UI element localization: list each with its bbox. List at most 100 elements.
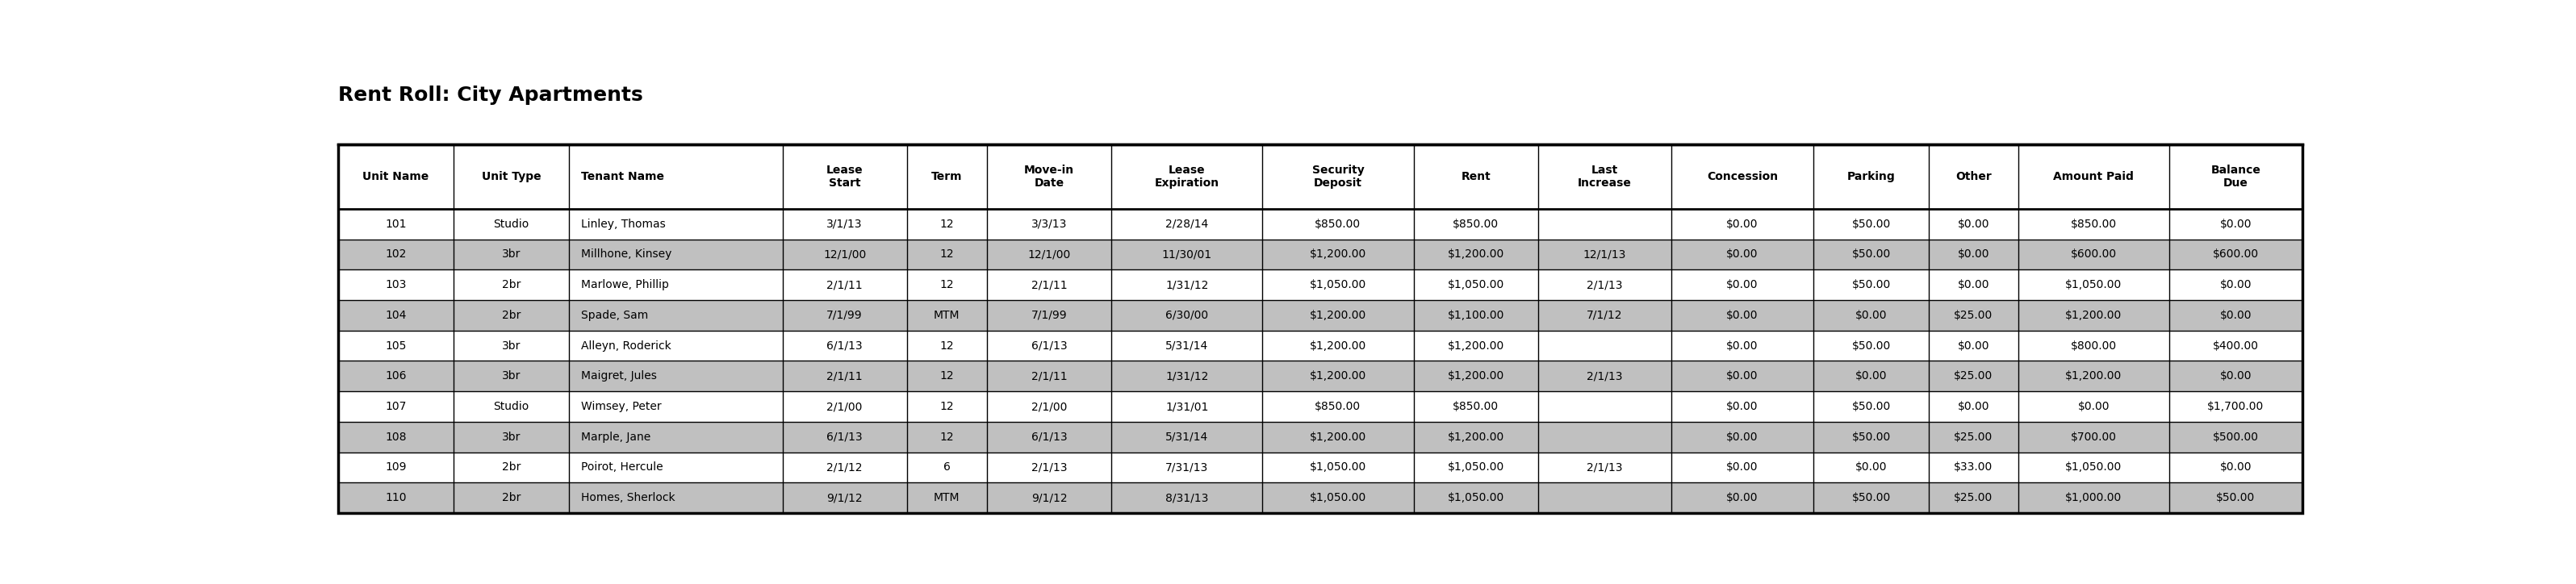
Bar xyxy=(1672,144,1814,209)
Text: 12: 12 xyxy=(940,401,953,412)
Text: $850.00: $850.00 xyxy=(1314,401,1360,412)
Text: 2br: 2br xyxy=(502,310,520,321)
Text: Lease
Start: Lease Start xyxy=(827,164,863,189)
Text: $1,200.00: $1,200.00 xyxy=(2066,370,2123,382)
Text: $0.00: $0.00 xyxy=(2221,279,2251,290)
Text: $0.00: $0.00 xyxy=(1726,462,1759,473)
Text: $0.00: $0.00 xyxy=(1958,401,1989,412)
Text: Move-in
Date: Move-in Date xyxy=(1025,164,1074,189)
Text: 5/31/14: 5/31/14 xyxy=(1164,432,1208,443)
Text: 12/1/00: 12/1/00 xyxy=(1028,249,1072,260)
Text: 6/1/13: 6/1/13 xyxy=(1030,432,1066,443)
Text: $500.00: $500.00 xyxy=(2213,432,2259,443)
Text: $1,200.00: $1,200.00 xyxy=(1309,310,1365,321)
Text: 101: 101 xyxy=(384,218,407,230)
Bar xyxy=(337,144,2303,513)
Text: $0.00: $0.00 xyxy=(1726,218,1759,230)
Text: 2/1/11: 2/1/11 xyxy=(827,370,863,382)
Bar xyxy=(337,239,2303,270)
Text: $0.00: $0.00 xyxy=(1855,310,1888,321)
Bar xyxy=(987,144,1110,209)
Text: $850.00: $850.00 xyxy=(1453,401,1499,412)
Text: $0.00: $0.00 xyxy=(2221,310,2251,321)
Text: $1,200.00: $1,200.00 xyxy=(1448,249,1504,260)
Text: $1,200.00: $1,200.00 xyxy=(1309,249,1365,260)
Text: Marple, Jane: Marple, Jane xyxy=(582,432,652,443)
Text: $0.00: $0.00 xyxy=(1726,370,1759,382)
Text: $850.00: $850.00 xyxy=(1453,218,1499,230)
Text: $0.00: $0.00 xyxy=(1855,462,1888,473)
Text: 1/31/01: 1/31/01 xyxy=(1164,401,1208,412)
Bar xyxy=(1262,144,1414,209)
Text: $0.00: $0.00 xyxy=(1726,249,1759,260)
Text: $0.00: $0.00 xyxy=(2221,370,2251,382)
Text: 102: 102 xyxy=(384,249,407,260)
Text: $850.00: $850.00 xyxy=(2071,218,2117,230)
Text: $600.00: $600.00 xyxy=(2071,249,2117,260)
Text: 7/1/12: 7/1/12 xyxy=(1587,310,1623,321)
Text: $1,050.00: $1,050.00 xyxy=(2066,279,2123,290)
Text: Marlowe, Phillip: Marlowe, Phillip xyxy=(582,279,670,290)
Text: $1,700.00: $1,700.00 xyxy=(2208,401,2264,412)
Text: 2br: 2br xyxy=(502,492,520,503)
Bar xyxy=(337,452,2303,482)
Bar xyxy=(337,270,2303,300)
Text: 2br: 2br xyxy=(502,462,520,473)
Text: Unit Name: Unit Name xyxy=(363,171,430,182)
Text: Maigret, Jules: Maigret, Jules xyxy=(582,370,657,382)
Text: Rent Roll: City Apartments: Rent Roll: City Apartments xyxy=(337,86,644,105)
Text: 6/1/13: 6/1/13 xyxy=(827,432,863,443)
Text: 3/1/13: 3/1/13 xyxy=(827,218,863,230)
Text: 2/1/11: 2/1/11 xyxy=(1030,279,1066,290)
Text: 12: 12 xyxy=(940,249,953,260)
Text: $0.00: $0.00 xyxy=(1958,218,1989,230)
Text: 2/1/11: 2/1/11 xyxy=(827,279,863,290)
Text: $50.00: $50.00 xyxy=(1852,401,1891,412)
Text: Linley, Thomas: Linley, Thomas xyxy=(582,218,665,230)
Text: Concession: Concession xyxy=(1708,171,1777,182)
Text: $0.00: $0.00 xyxy=(1726,310,1759,321)
Text: 6/1/13: 6/1/13 xyxy=(827,340,863,352)
Bar xyxy=(1538,144,1672,209)
Text: $50.00: $50.00 xyxy=(2215,492,2254,503)
Text: $850.00: $850.00 xyxy=(1314,218,1360,230)
Bar xyxy=(783,144,907,209)
Text: $0.00: $0.00 xyxy=(1958,279,1989,290)
Text: 3br: 3br xyxy=(502,432,520,443)
Text: Last
Increase: Last Increase xyxy=(1577,164,1631,189)
Text: $0.00: $0.00 xyxy=(1726,279,1759,290)
Text: 2/1/13: 2/1/13 xyxy=(1587,370,1623,382)
Text: 6/1/13: 6/1/13 xyxy=(1030,340,1066,352)
Text: $25.00: $25.00 xyxy=(1955,310,1994,321)
Text: 2/28/14: 2/28/14 xyxy=(1164,218,1208,230)
Text: 12: 12 xyxy=(940,370,953,382)
Text: Unit Type: Unit Type xyxy=(482,171,541,182)
Text: Wimsey, Peter: Wimsey, Peter xyxy=(582,401,662,412)
Text: $1,050.00: $1,050.00 xyxy=(2066,462,2123,473)
Text: $1,050.00: $1,050.00 xyxy=(1309,492,1365,503)
Text: Other: Other xyxy=(1955,171,1991,182)
Text: Millhone, Kinsey: Millhone, Kinsey xyxy=(582,249,672,260)
Text: Poirot, Hercule: Poirot, Hercule xyxy=(582,462,662,473)
Text: $25.00: $25.00 xyxy=(1955,370,1994,382)
Text: 2/1/13: 2/1/13 xyxy=(1587,462,1623,473)
Text: 110: 110 xyxy=(384,492,407,503)
Bar xyxy=(1814,144,1929,209)
Bar xyxy=(337,300,2303,331)
Bar xyxy=(1110,144,1262,209)
Text: $0.00: $0.00 xyxy=(2221,218,2251,230)
Text: 12: 12 xyxy=(940,432,953,443)
Text: Homes, Sherlock: Homes, Sherlock xyxy=(582,492,675,503)
Text: $50.00: $50.00 xyxy=(1852,279,1891,290)
Bar xyxy=(2017,144,2169,209)
Text: 6: 6 xyxy=(943,462,951,473)
Text: 108: 108 xyxy=(384,432,407,443)
Text: $1,100.00: $1,100.00 xyxy=(1448,310,1504,321)
Text: $50.00: $50.00 xyxy=(1852,432,1891,443)
Text: $33.00: $33.00 xyxy=(1955,462,1994,473)
Bar xyxy=(1414,144,1538,209)
Text: $50.00: $50.00 xyxy=(1852,249,1891,260)
Text: Rent: Rent xyxy=(1461,171,1492,182)
Text: $0.00: $0.00 xyxy=(2221,462,2251,473)
Text: 12: 12 xyxy=(940,279,953,290)
